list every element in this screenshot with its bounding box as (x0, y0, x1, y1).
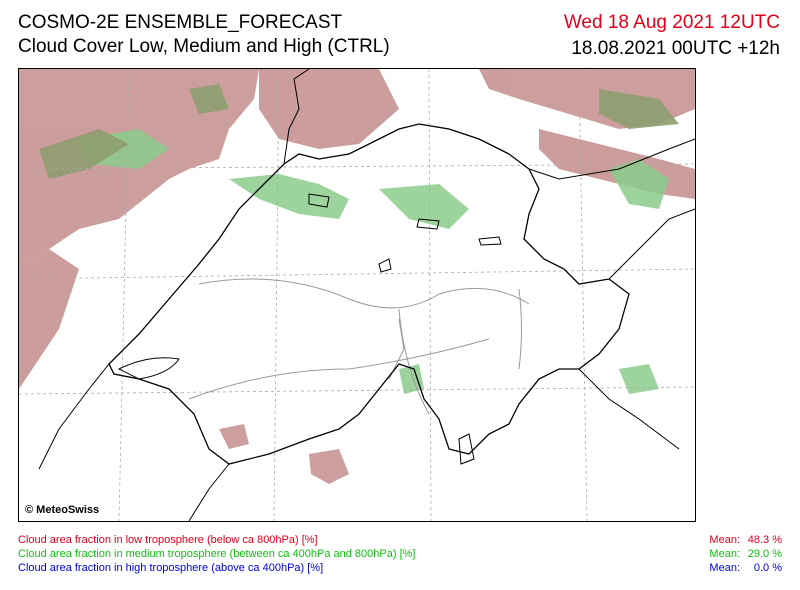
legend-high-mean-value: 0.0 % (753, 562, 782, 574)
grid-lines (19, 69, 695, 521)
legend-medium-label: Cloud area fraction in medium tropospher… (18, 548, 416, 560)
legend-high-label: Cloud area fraction in high troposphere … (18, 562, 324, 574)
title: COSMO-2E ENSEMBLE_FORECAST (18, 12, 343, 33)
legend-low-mean-value: 48.3 % (747, 534, 782, 546)
overlap-cloud-regions (39, 84, 679, 179)
legend-medium-mean-value: 29.0 % (747, 548, 782, 560)
lakes (117, 193, 502, 465)
legend-high-mean-label: Mean: (709, 562, 740, 574)
legend-low-label: Cloud area fraction in low troposphere (… (18, 534, 318, 546)
map-svg (19, 69, 695, 521)
run-time: 18.08.2021 00UTC +12h (571, 38, 780, 59)
copyright-label: © MeteoSwiss (25, 504, 100, 516)
swiss-border (108, 123, 630, 465)
neighbor-borders (38, 69, 695, 521)
cloud-cover-map: © MeteoSwiss (18, 68, 696, 522)
low-cloud-regions (19, 69, 695, 484)
subtitle: Cloud Cover Low, Medium and High (CTRL) (18, 36, 390, 57)
internal-borders (188, 278, 530, 415)
legend-low-mean-label: Mean: (709, 534, 740, 546)
valid-time: Wed 18 Aug 2021 12UTC (563, 12, 780, 33)
legend-medium-mean-label: Mean: (709, 548, 740, 560)
